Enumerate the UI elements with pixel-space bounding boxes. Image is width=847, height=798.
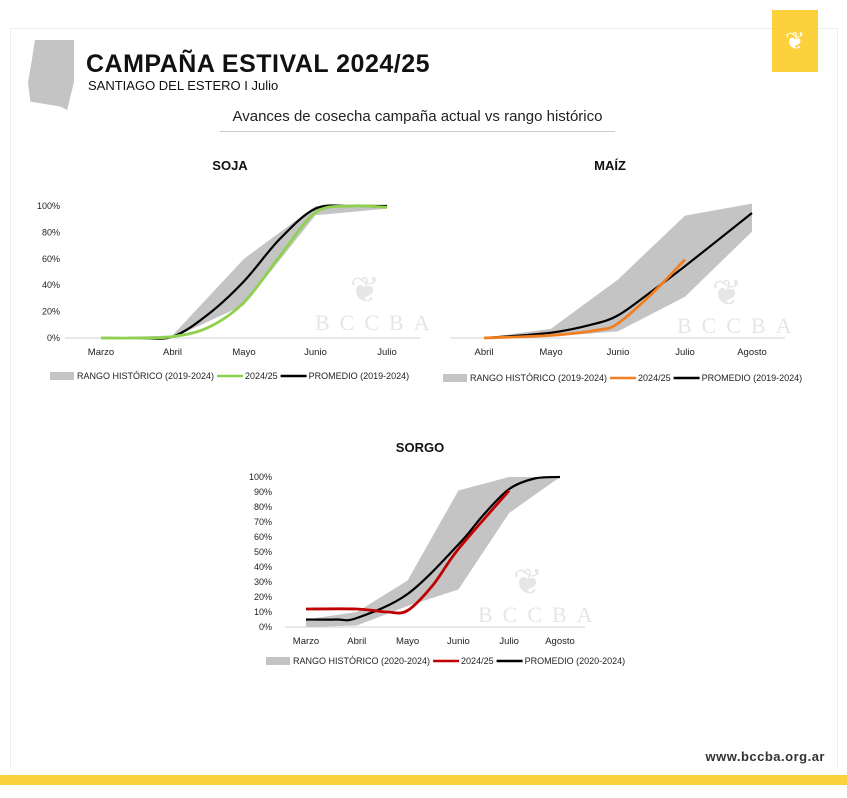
wheat-watermark-icon: ❦ <box>712 272 742 313</box>
section-heading: Avances de cosecha campaña actual vs ran… <box>220 108 615 132</box>
x-tick-label: Mayo <box>396 636 419 647</box>
y-tick-label: 80% <box>42 227 60 237</box>
y-tick-label: 100% <box>249 472 272 482</box>
y-tick-label: 40% <box>42 280 60 290</box>
y-tick-label: 100% <box>37 201 60 211</box>
y-tick-label: 0% <box>259 622 272 632</box>
footer-url[interactable]: www.bccba.org.ar <box>705 749 825 764</box>
legend-label: RANGO HISTÓRICO (2019-2024) <box>470 373 607 383</box>
legend-label: 2024/25 <box>245 371 278 381</box>
current-season-line <box>100 204 388 340</box>
y-tick-label: 70% <box>254 517 272 527</box>
y-tick-label: 60% <box>254 532 272 542</box>
legend-label: 2024/25 <box>461 656 494 666</box>
x-tick-label: Abril <box>474 347 493 358</box>
report-card <box>10 28 838 769</box>
x-tick-label: Julio <box>675 347 695 358</box>
y-tick-label: 20% <box>254 592 272 602</box>
x-tick-label: Junio <box>304 347 327 358</box>
legend-label: PROMEDIO (2019-2024) <box>702 373 803 383</box>
x-tick-label: Marzo <box>293 636 319 647</box>
x-tick-label: Mayo <box>232 347 255 358</box>
chart-title-sorgo: SORGO <box>395 440 445 455</box>
average-line <box>483 212 753 340</box>
footer-bar <box>0 775 847 785</box>
legend-swatch <box>266 657 290 665</box>
y-tick-label: 90% <box>254 487 272 497</box>
x-tick-label: Junio <box>447 636 470 647</box>
wheat-logo-icon: ❦ <box>772 10 818 72</box>
chart-title-soja: SOJA <box>212 158 248 173</box>
legend-label: 2024/25 <box>638 373 671 383</box>
x-tick-label: Junio <box>607 347 630 358</box>
current-season-line <box>483 258 687 340</box>
x-tick-label: Mayo <box>539 347 562 358</box>
average-line <box>305 475 561 622</box>
range-area <box>306 477 560 627</box>
y-tick-label: 50% <box>254 547 272 557</box>
x-tick-label: Julio <box>499 636 519 647</box>
x-tick-label: Abril <box>347 636 366 647</box>
range-area <box>484 203 752 338</box>
wheat-watermark-icon: ❦ <box>350 269 380 310</box>
y-tick-label: 80% <box>254 502 272 512</box>
current-season-line <box>305 489 511 615</box>
x-tick-label: Agosto <box>737 347 767 358</box>
watermark: BCCBA <box>315 310 440 335</box>
wheat-watermark-icon: ❦ <box>513 561 543 602</box>
legend-label: RANGO HISTÓRICO (2020-2024) <box>293 656 430 666</box>
chart-maíz: BCCBA❦ Abril Mayo Junio Julio Agosto RANGO HIS… <box>443 203 803 383</box>
legend-label: RANGO HISTÓRICO (2019-2024) <box>77 371 214 381</box>
legend-swatch <box>443 374 467 382</box>
legend-swatch <box>50 372 74 380</box>
y-tick-label: 10% <box>254 607 272 617</box>
y-tick-label: 60% <box>42 254 60 264</box>
watermark: BCCBA <box>478 602 603 627</box>
y-tick-label: 0% <box>47 333 60 343</box>
chart-sorgo: BCCBA❦ 0% 10% 20% 30% 40% 50% 60% 70% 80% 90% 100% M… <box>249 472 625 666</box>
y-tick-label: 30% <box>254 577 272 587</box>
legend-label: PROMEDIO (2020-2024) <box>525 656 626 666</box>
x-tick-label: Agosto <box>545 636 575 647</box>
y-tick-label: 20% <box>42 307 60 317</box>
x-tick-label: Marzo <box>88 347 114 358</box>
legend-label: PROMEDIO (2019-2024) <box>309 371 410 381</box>
range-area <box>101 206 387 338</box>
page-subtitle: SANTIAGO DEL ESTERO I Julio <box>88 78 279 93</box>
x-tick-label: Abril <box>163 347 182 358</box>
page-title: CAMPAÑA ESTIVAL 2024/25 <box>86 50 431 78</box>
chart-title-maiz: MAÍZ <box>594 158 626 173</box>
watermark: BCCBA <box>677 313 802 338</box>
chart-soja: BCCBA❦ 0% 20% 40% 60% 80% 100% Marzo Abril Mayo Ju… <box>37 201 440 381</box>
province-map-icon <box>28 40 74 110</box>
x-tick-label: Julio <box>377 347 397 358</box>
y-tick-label: 40% <box>254 562 272 572</box>
